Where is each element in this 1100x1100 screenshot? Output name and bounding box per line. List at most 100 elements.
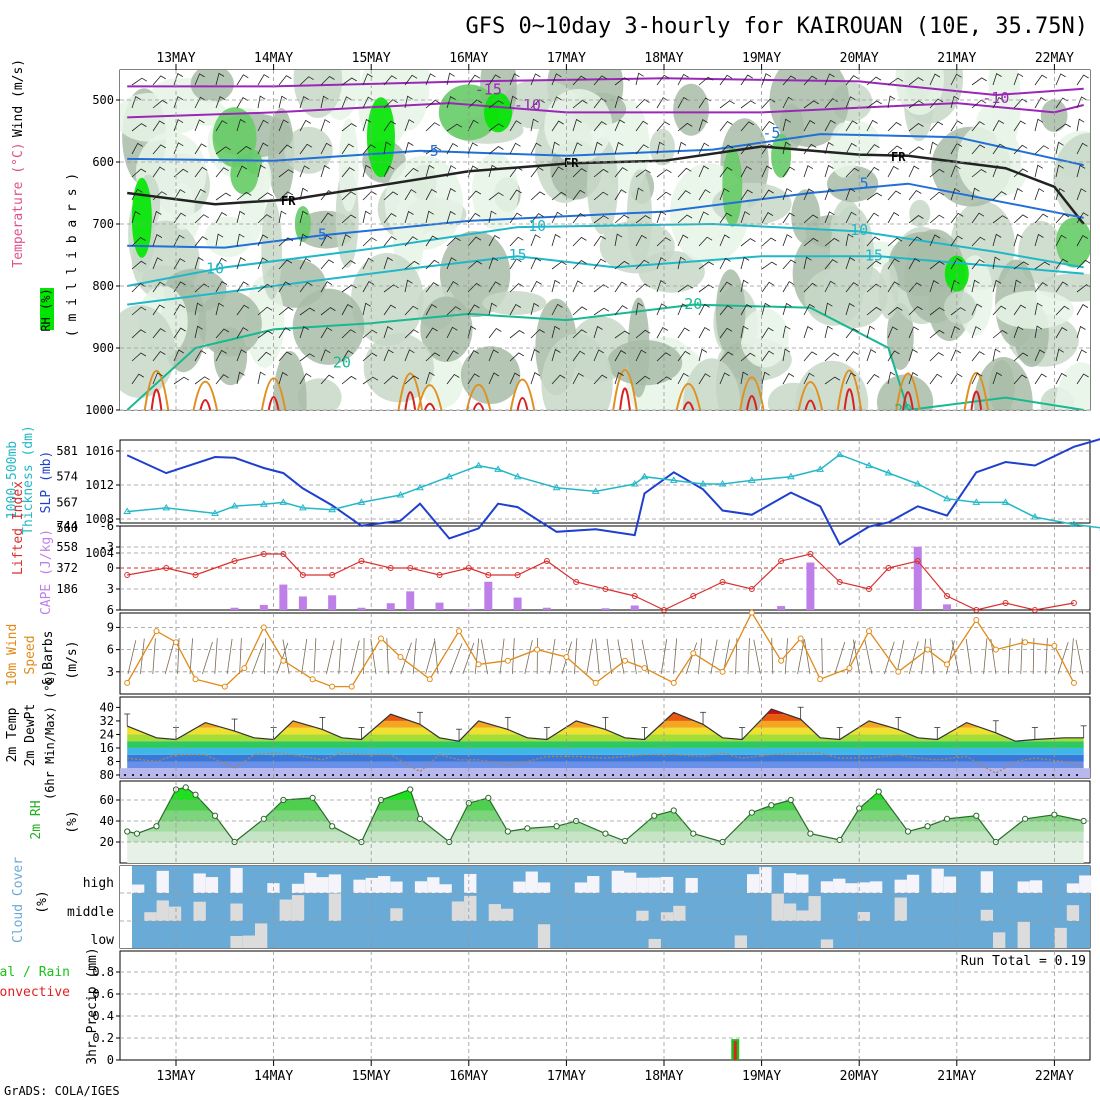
wind-barb xyxy=(194,119,205,132)
wind-barb xyxy=(530,329,545,339)
thickness-point xyxy=(494,465,502,472)
temp-dot xyxy=(852,774,854,776)
wind10-barb xyxy=(710,639,718,675)
wind-barb xyxy=(635,120,649,132)
thickness-point xyxy=(230,502,239,509)
wind-barb xyxy=(593,307,610,316)
cloud-cell xyxy=(464,873,477,893)
li-ylabel: Lifted Index xyxy=(11,481,26,575)
cloud-cell xyxy=(451,901,465,921)
wind-barb xyxy=(887,121,902,132)
wind-barb xyxy=(383,304,397,316)
isotherm-line xyxy=(127,182,1084,249)
wind10-point xyxy=(153,628,160,635)
wind-barb xyxy=(383,256,393,270)
upper-ylabel-wind: Wind (m/s) xyxy=(11,59,26,137)
wind-barb xyxy=(698,284,714,293)
wind-barb xyxy=(299,257,311,270)
wind-barb xyxy=(950,212,964,224)
li-point xyxy=(631,593,638,599)
temp-dot xyxy=(644,774,646,776)
wind-barb xyxy=(425,371,435,385)
wind-barb xyxy=(761,327,774,339)
wind-barb xyxy=(635,349,647,362)
wind-barb xyxy=(1055,141,1064,155)
temp-dot xyxy=(884,774,886,776)
y-tick-label: 1004 xyxy=(85,546,114,560)
isotherm-label: -15 xyxy=(475,80,502,98)
isotherm-label: 5 xyxy=(860,175,869,193)
temp-dot xyxy=(340,774,342,776)
wind10-barb xyxy=(202,641,213,675)
y-tick-label: 700 xyxy=(92,217,114,231)
wind-barb xyxy=(614,167,628,178)
wind-barb xyxy=(446,142,459,155)
wind-barb xyxy=(698,236,713,247)
temp-base-band xyxy=(120,768,1090,778)
temp-dot xyxy=(220,774,222,776)
y-tick-label: 0 xyxy=(107,1053,114,1067)
wind-barb xyxy=(992,191,1007,201)
temp-dot xyxy=(180,774,182,776)
temp-dot xyxy=(1044,774,1046,776)
wind-barb xyxy=(467,349,479,362)
y-tick-label: 0.4 xyxy=(92,1009,114,1023)
date-label-top: 18MAY xyxy=(644,51,683,66)
wind-barb xyxy=(782,141,792,155)
slp-ylabel-slp: SLP (mb) xyxy=(39,451,54,514)
isotherm-25 xyxy=(509,378,536,410)
wind-barb xyxy=(152,281,166,293)
temp-dot xyxy=(332,774,334,776)
isotherm-25 xyxy=(836,369,863,410)
thickness-point xyxy=(279,498,288,505)
wind-barb xyxy=(215,120,228,132)
thickness-point xyxy=(1030,513,1039,520)
wind-barb xyxy=(446,373,460,385)
wind-barb xyxy=(1076,74,1089,86)
isotherm-label: FR xyxy=(564,156,579,170)
wind-barb xyxy=(131,123,147,132)
wind-barb xyxy=(698,189,711,201)
wind-barb xyxy=(929,98,944,109)
wind-barb xyxy=(509,212,523,224)
wind-barb xyxy=(278,327,291,339)
li-point xyxy=(973,607,980,613)
wind-barb xyxy=(383,349,394,362)
wind-barb xyxy=(866,144,880,155)
wind-barb xyxy=(1034,261,1051,270)
cloud-cell xyxy=(1066,883,1080,893)
wind-barb xyxy=(488,349,499,362)
wind10-barb xyxy=(747,638,750,675)
wind10-barb xyxy=(595,638,600,675)
wind-barb xyxy=(971,279,980,293)
temp-dot xyxy=(844,774,846,776)
wind-barb xyxy=(929,141,938,155)
wind-barb xyxy=(257,95,266,109)
wind-barb xyxy=(551,211,563,224)
wind-barb xyxy=(509,166,523,178)
rh-point xyxy=(924,823,931,830)
wind-barb xyxy=(341,260,356,270)
isotherm-label: 10 xyxy=(528,217,546,235)
wind-barb xyxy=(845,257,856,270)
wind-barb xyxy=(152,304,165,316)
wind-barb xyxy=(614,119,626,132)
temp-band xyxy=(127,734,1084,742)
temp-dot xyxy=(692,774,694,776)
wind-barb xyxy=(635,302,644,316)
upper-ylabel-rh: RH (%) xyxy=(39,288,53,331)
wind-barb xyxy=(467,190,482,201)
thickness-point xyxy=(445,472,454,480)
li-point xyxy=(661,607,667,613)
cloud-cell xyxy=(1054,927,1067,948)
temp-dot xyxy=(588,774,590,776)
temp-dot xyxy=(1036,774,1038,776)
wind-barb xyxy=(887,145,903,155)
wind-barb xyxy=(992,72,1002,86)
temp-dot xyxy=(268,774,270,776)
temp-dot xyxy=(972,774,974,776)
wind-barb xyxy=(1013,144,1028,155)
wind-barb xyxy=(362,352,378,362)
